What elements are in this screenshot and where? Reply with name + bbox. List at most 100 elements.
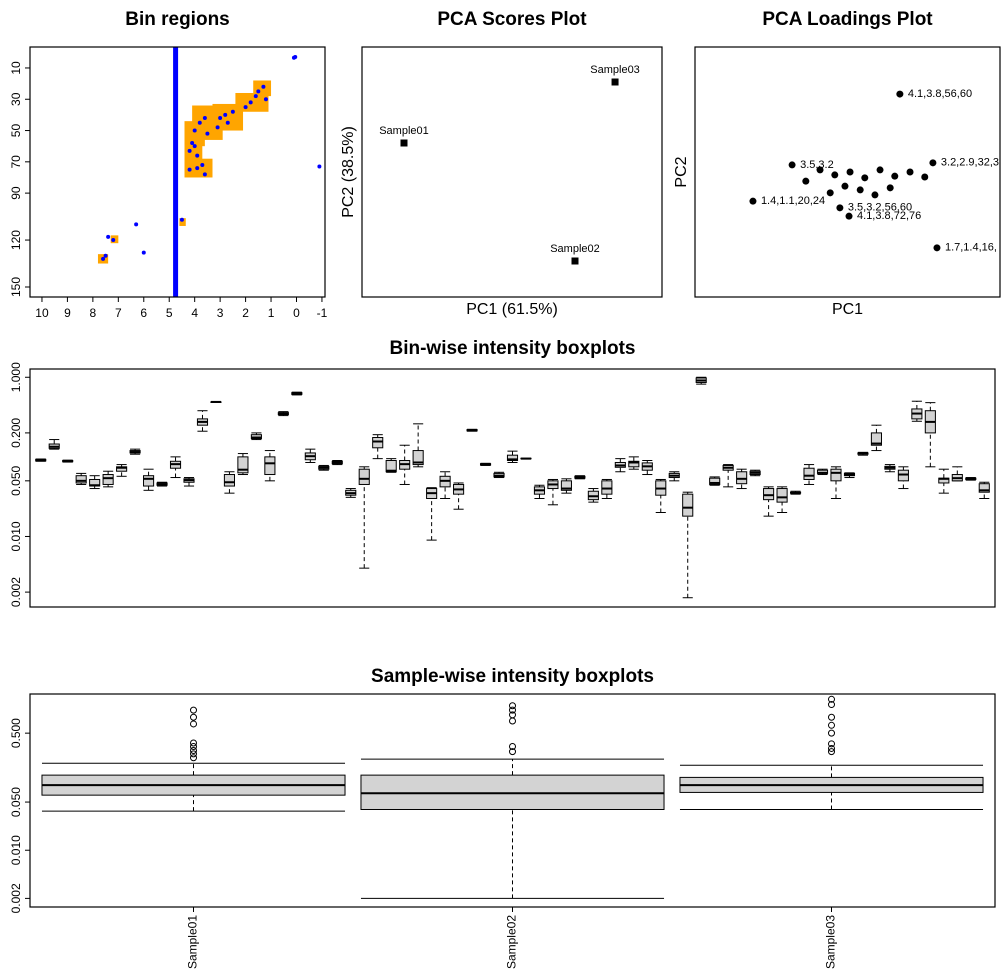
point: [230, 109, 235, 114]
box: [143, 475, 155, 487]
x-tick-label: 6: [140, 306, 147, 320]
point: [179, 217, 184, 222]
y-tick-label: 10: [9, 61, 23, 75]
chart-title: PCA Scores Plot: [437, 9, 587, 30]
box: [776, 488, 788, 503]
point: [223, 112, 228, 117]
point: [202, 116, 207, 121]
chart-title: PCA Loadings Plot: [762, 9, 933, 30]
point: [101, 256, 106, 261]
point: [141, 250, 146, 255]
point: [816, 166, 824, 174]
x-tick-label: 5: [166, 306, 173, 320]
outlier: [190, 750, 197, 758]
point: [111, 238, 116, 243]
x-tick-label: 3: [217, 306, 224, 320]
box: [385, 460, 397, 473]
x-tick-label: 10: [35, 306, 49, 320]
point: [261, 84, 266, 89]
point: [929, 159, 937, 167]
point: [253, 94, 258, 99]
point: [906, 168, 914, 176]
outlier: [828, 721, 835, 729]
plot-frame: [694, 46, 1001, 298]
point: [896, 90, 904, 98]
point: [921, 173, 929, 181]
point: [134, 222, 139, 227]
box: [223, 474, 235, 487]
point: [103, 253, 108, 258]
outlier: [190, 747, 197, 755]
x-tick-label: Sample02: [505, 915, 519, 969]
point: [891, 172, 899, 180]
point: [205, 131, 210, 136]
outlier: [509, 706, 516, 714]
point: [190, 141, 195, 146]
point-label: Sample02: [550, 243, 600, 255]
x-axis-title: PC1 (61.5%): [466, 301, 558, 318]
point: [243, 105, 248, 110]
point: [886, 184, 894, 192]
y-tick-label: 150: [9, 277, 23, 297]
plot-frame: [29, 693, 996, 908]
x-tick-label: 0: [293, 306, 300, 320]
outlier: [190, 706, 197, 714]
point: [871, 191, 879, 199]
outlier: [509, 702, 516, 710]
point: [200, 162, 205, 167]
point: [571, 257, 579, 265]
point: [256, 89, 261, 94]
point: [749, 197, 757, 205]
y-tick-label: 0.500: [9, 718, 23, 748]
x-tick-label: Sample03: [824, 915, 838, 969]
point: [856, 186, 864, 194]
outlier: [828, 748, 835, 756]
point: [826, 189, 834, 197]
point: [831, 171, 839, 179]
outlier: [828, 713, 835, 721]
x-tick-label: 2: [242, 306, 249, 320]
chart-title: Bin regions: [125, 9, 230, 30]
box: [358, 468, 370, 485]
y-tick-label: 0.200: [9, 418, 23, 448]
point: [225, 120, 230, 125]
point: [218, 116, 223, 121]
point: [195, 153, 200, 158]
y-tick-label: 50: [9, 124, 23, 138]
outlier: [828, 744, 835, 752]
outlier: [190, 743, 197, 751]
point: [215, 125, 220, 130]
y-axis-title: PC2 (38.5%): [340, 126, 357, 218]
point: [836, 204, 844, 212]
point: [933, 244, 941, 252]
point: [195, 166, 200, 171]
y-tick-label: 0.050: [9, 465, 23, 495]
x-tick-label: 9: [64, 306, 71, 320]
point: [291, 55, 296, 60]
y-tick-label: 90: [9, 186, 23, 200]
y-tick-label: 0.002: [9, 883, 23, 913]
point: [263, 97, 268, 102]
y-tick-label: 0.002: [9, 577, 23, 607]
box: [75, 475, 87, 484]
bin-region: [184, 121, 205, 147]
outlier: [828, 729, 835, 737]
y-tick-label: 30: [9, 92, 23, 106]
plot-frame: [29, 46, 326, 298]
point-label: 1.7,1.4,16,: [945, 242, 997, 254]
point-label: 1.4,1.1,20,24: [761, 195, 825, 207]
point: [197, 120, 202, 125]
outlier: [828, 695, 835, 703]
point: [841, 182, 849, 190]
plot-frame: [361, 46, 663, 298]
point: [611, 78, 619, 86]
box: [560, 480, 572, 491]
y-tick-label: 70: [9, 155, 23, 169]
point-label: Sample03: [590, 64, 640, 76]
box: [412, 450, 424, 466]
point-label: Sample01: [379, 125, 429, 137]
y-tick-label: 0.010: [9, 835, 23, 865]
box: [628, 460, 640, 468]
box: [803, 467, 815, 480]
